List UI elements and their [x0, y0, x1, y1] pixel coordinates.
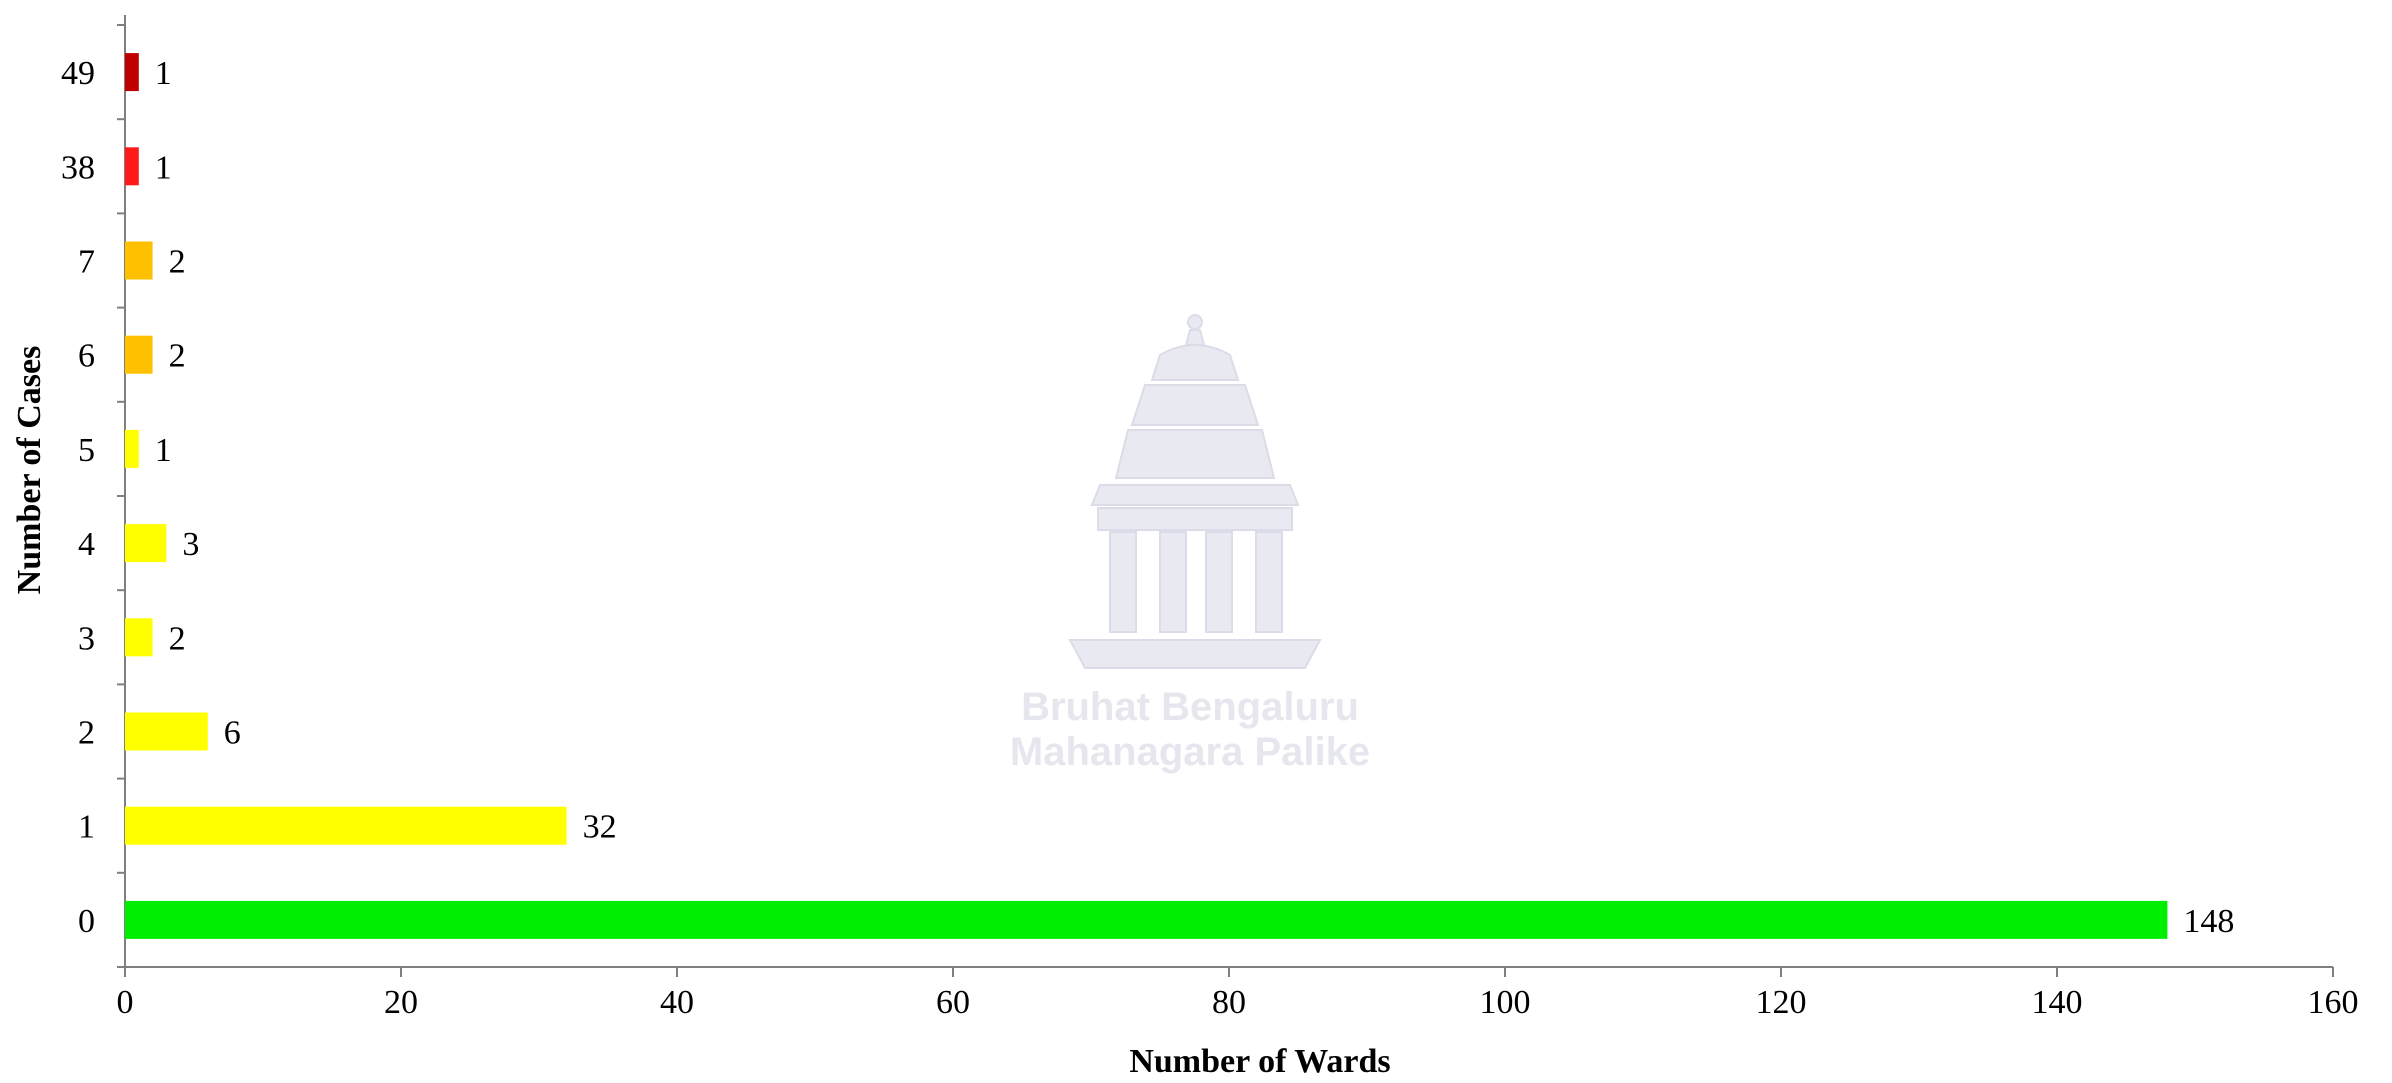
- watermark-line1: Bruhat Bengaluru: [1021, 685, 1359, 729]
- data-label: 1: [155, 149, 172, 186]
- x-tick-label: 40: [660, 984, 694, 1021]
- bar: [125, 524, 167, 563]
- y-tick-label: 3: [78, 620, 95, 657]
- y-tick-label: 38: [61, 149, 95, 186]
- bar: [125, 618, 153, 657]
- y-tick-label: 4: [78, 526, 95, 563]
- bar: [125, 429, 139, 468]
- x-tick-label: 120: [1756, 984, 1807, 1021]
- x-axis-title: Number of Wards: [1129, 1043, 1390, 1078]
- bar: [125, 241, 153, 280]
- bar: [125, 335, 153, 374]
- bars-group: [125, 53, 2168, 939]
- x-tick-label: 100: [1480, 984, 1531, 1021]
- bar: [125, 806, 567, 845]
- data-label: 2: [169, 338, 186, 375]
- y-tick-label: 0: [78, 903, 95, 940]
- y-tick-label: 7: [78, 244, 95, 281]
- data-label: 3: [182, 526, 199, 563]
- bar: [125, 147, 139, 186]
- data-label: 2: [169, 620, 186, 657]
- data-label: 6: [224, 715, 241, 752]
- data-label: 2: [169, 244, 186, 281]
- bar: [125, 900, 2168, 939]
- axes: 0 20 40 60 80 100 120 140 160: [117, 15, 2359, 1021]
- bar: [125, 53, 139, 92]
- data-label: 1: [155, 432, 172, 469]
- bbmp-watermark-logo: Bruhat Bengaluru Mahanagara Palike: [1010, 314, 1370, 774]
- x-tick-label: 0: [117, 984, 134, 1021]
- y-tick-label: 6: [78, 338, 95, 375]
- x-tick-label: 160: [2308, 984, 2359, 1021]
- data-label: 148: [2183, 903, 2234, 940]
- data-label: 32: [583, 809, 617, 846]
- y-tick-label: 1: [78, 809, 95, 846]
- watermark-line2: Mahanagara Palike: [1010, 730, 1370, 774]
- y-axis-title: Number of Cases: [11, 346, 48, 595]
- y-tick-label: 2: [78, 715, 95, 752]
- x-tick-label: 80: [1212, 984, 1246, 1021]
- y-tick-label: 5: [78, 432, 95, 469]
- x-tick-label: 140: [2032, 984, 2083, 1021]
- y-tick-label: 49: [61, 55, 95, 92]
- x-tick-label: 60: [936, 984, 970, 1021]
- x-tick-label: 20: [384, 984, 418, 1021]
- bar: [125, 712, 208, 751]
- data-label: 1: [155, 55, 172, 92]
